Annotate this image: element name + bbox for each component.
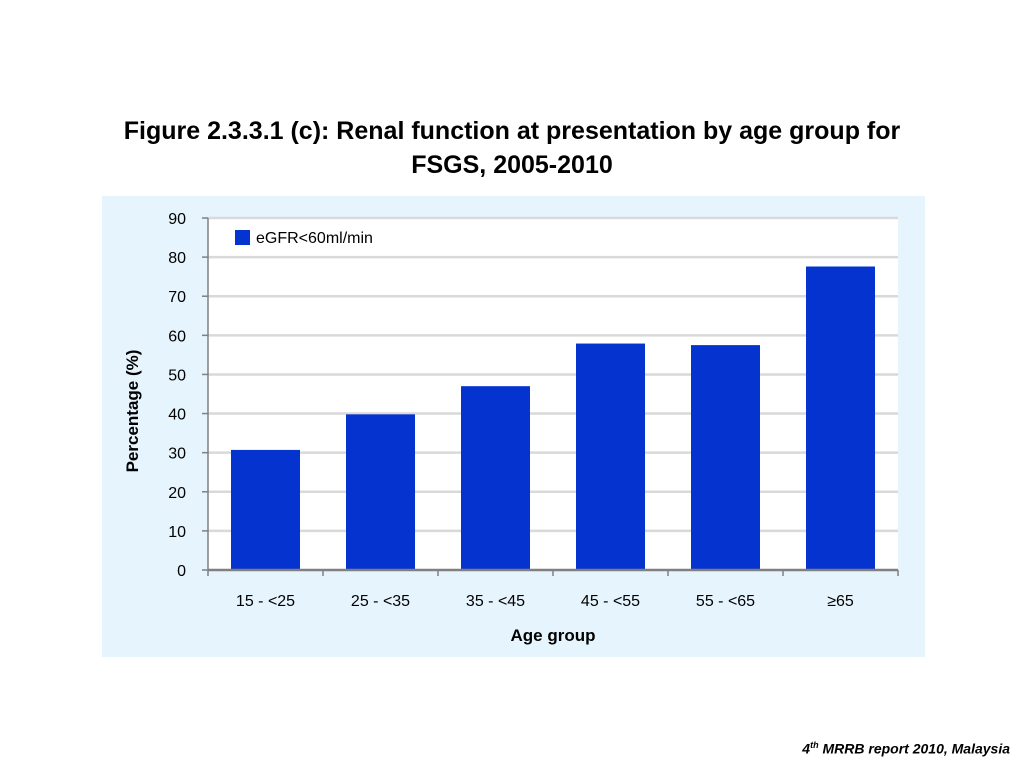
source-footer: 4th MRRB report 2010, Malaysia: [802, 740, 1010, 757]
legend-swatch: [235, 230, 250, 245]
bar-chart: 0 10 20 30 40 50 60 70 80 90 15 - <25 25 - <35 35 -…: [123, 211, 899, 645]
footer-edition-number: 4: [802, 740, 811, 757]
y-tick-label: 10: [168, 524, 186, 541]
chart-title-line-2: FSGS, 2005-2010: [411, 151, 613, 179]
x-tick-label: 25 - <35: [351, 593, 410, 610]
plot-area: [208, 218, 898, 570]
bar: [346, 414, 415, 570]
y-axis-label: Percentage (%): [123, 350, 142, 473]
y-tick-label: 50: [168, 367, 186, 384]
y-tick-label: 80: [168, 250, 186, 267]
axes: [202, 217, 899, 576]
bar: [806, 266, 875, 570]
x-tick-label: 55 - <65: [696, 593, 755, 610]
bar: [691, 345, 760, 570]
bar: [231, 449, 300, 570]
x-tick-label: ≥65: [827, 593, 854, 610]
legend: eGFR<60ml/min: [235, 230, 373, 247]
footer-edition-suffix: th: [810, 740, 819, 750]
chart-title-line-1: Figure 2.3.3.1 (c): Renal function at pr…: [123, 117, 901, 145]
y-tick-label: 60: [168, 328, 186, 345]
y-tick-label: 90: [168, 211, 186, 228]
y-tick-label: 20: [168, 485, 186, 502]
y-tick-label: 70: [168, 289, 186, 306]
x-tick-label: 45 - <55: [581, 593, 640, 610]
y-tick-label: 0: [177, 563, 186, 580]
y-tick-label: 40: [168, 407, 186, 424]
bars: [231, 266, 875, 570]
bar: [461, 386, 530, 570]
legend-label: eGFR<60ml/min: [256, 230, 373, 247]
chart-title: Figure 2.3.3.1 (c): Renal function at pr…: [40, 114, 984, 182]
footer-report-name: MRRB report 2010, Malaysia: [818, 740, 1010, 757]
x-tick-label: 15 - <25: [236, 593, 295, 610]
chart-panel: 0 10 20 30 40 50 60 70 80 90 15 - <25 25 - <35 35 -…: [102, 196, 925, 657]
y-tick-labels: 0 10 20 30 40 50 60 70 80 90: [168, 211, 186, 580]
x-tick-labels: 15 - <25 25 - <35 35 - <45 45 - <55 55 - <65…: [236, 593, 854, 610]
x-axis-label: Age group: [511, 626, 596, 645]
y-tick-label: 30: [168, 446, 186, 463]
gridlines: [208, 216, 898, 533]
bar: [576, 343, 645, 570]
x-tick-label: 35 - <45: [466, 593, 525, 610]
